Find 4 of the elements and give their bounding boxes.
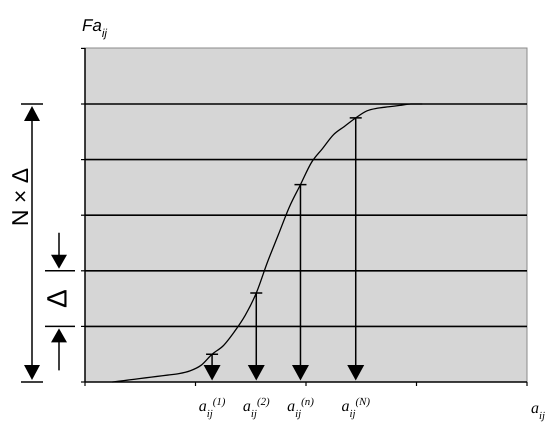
x-axis-title: a$_{ij}$ [530, 400, 545, 422]
text: Δ [42, 289, 72, 308]
y-axis-title: Fa$_{ij}$ [82, 16, 108, 40]
text: N × Δ [7, 168, 33, 226]
